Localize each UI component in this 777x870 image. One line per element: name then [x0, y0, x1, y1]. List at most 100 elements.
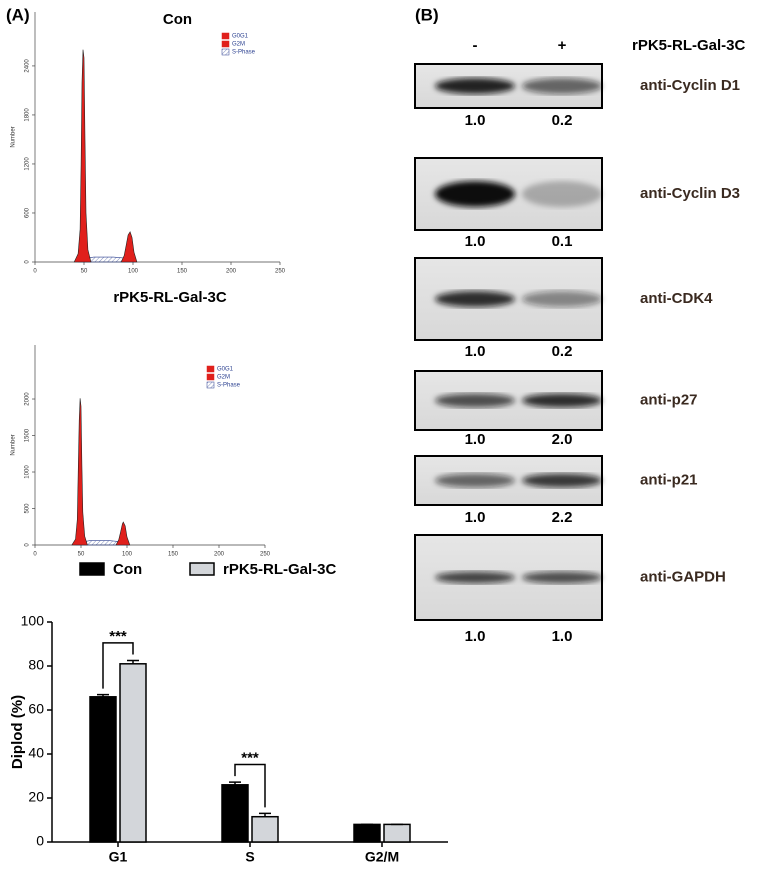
x-tick-label: 50 [78, 552, 85, 558]
x-tick-label: 150 [168, 552, 179, 558]
x-tick-label: 200 [214, 552, 225, 558]
legend-swatch [206, 381, 215, 389]
y-tick-label: 2400 [25, 59, 31, 73]
blot-band [522, 181, 602, 207]
blot-band [435, 393, 515, 408]
panel-label: (A) [6, 5, 30, 24]
blot-band [435, 78, 515, 94]
quantification: 1.0 [465, 233, 486, 250]
legend-swatch [221, 32, 230, 40]
legend-swatch [221, 48, 230, 56]
quantification: 1.0 [465, 431, 486, 448]
significance-label: *** [241, 750, 259, 767]
antibody-label: anti-CDK4 [640, 290, 713, 307]
lane-label: + [558, 37, 567, 54]
x-tick-label: G2/M [365, 849, 399, 865]
histogram-area [73, 49, 92, 263]
error-bar [127, 659, 139, 664]
antibody-label: anti-p27 [640, 391, 698, 408]
legend-label: S-Phase [217, 383, 241, 389]
blot-band [435, 181, 515, 207]
legend-label: G0G1 [217, 367, 234, 373]
error-bar [229, 781, 241, 785]
quantification: 1.0 [465, 509, 486, 526]
x-tick-label: G1 [109, 849, 128, 865]
y-tick-label: 500 [25, 503, 31, 514]
blot-band [435, 473, 515, 488]
x-tick-label: 0 [33, 269, 37, 275]
blot-band [522, 393, 602, 408]
x-tick-label: 100 [128, 269, 139, 275]
bar [353, 823, 381, 843]
histogram-area [120, 231, 138, 263]
y-tick-label: 0 [25, 260, 31, 264]
y-tick-label: 80 [28, 657, 44, 673]
y-axis-label: Number [11, 434, 17, 455]
bar [119, 663, 147, 843]
y-tick-label: 0 [25, 543, 31, 547]
y-tick-label: 1000 [25, 465, 31, 479]
blot-band [522, 291, 602, 307]
antibody-label: anti-Cyclin D3 [640, 185, 740, 202]
legend-swatch [221, 40, 230, 48]
significance-label: *** [109, 628, 127, 645]
x-tick-label: 50 [81, 269, 88, 275]
significance-bracket [102, 642, 134, 689]
y-tick-label: 40 [28, 745, 44, 761]
chart-title: rPK5-RL-Gal-3C [113, 289, 227, 306]
lane-label: - [473, 37, 478, 54]
y-tick-label: 60 [28, 701, 44, 717]
treatment-label: rPK5-RL-Gal-3C [632, 37, 746, 54]
legend-label: Con [113, 561, 142, 578]
x-tick-label: S [245, 849, 254, 865]
quantification: 1.0 [465, 112, 486, 129]
y-axis-label: Diplod (%) [9, 695, 26, 769]
quantification: 1.0 [465, 343, 486, 360]
antibody-label: anti-p21 [640, 471, 698, 488]
x-tick-label: 250 [260, 552, 271, 558]
blot-band [435, 291, 515, 307]
legend-label: G0G1 [232, 34, 249, 40]
legend-label: G2M [217, 375, 230, 381]
blot-band [522, 571, 602, 584]
bar [89, 696, 117, 843]
x-tick-label: 100 [122, 552, 133, 558]
error-bar [259, 812, 271, 817]
panel-label: (B) [415, 5, 439, 24]
legend-swatch [206, 373, 215, 381]
significance-bracket [234, 763, 266, 808]
x-tick-label: 0 [33, 552, 37, 558]
quantification: 1.0 [465, 628, 486, 645]
quantification: 0.2 [552, 112, 573, 129]
y-tick-label: 1800 [25, 108, 31, 122]
bar [251, 815, 279, 843]
y-tick-label: 100 [21, 613, 45, 629]
legend-label: rPK5-RL-Gal-3C [223, 561, 337, 578]
legend-swatch [206, 365, 215, 373]
y-tick-label: 1500 [25, 428, 31, 442]
blot-band [522, 473, 602, 488]
blot-band [435, 571, 515, 584]
histogram-area [115, 521, 131, 546]
x-tick-label: 200 [226, 269, 237, 275]
y-tick-label: 600 [25, 207, 31, 218]
legend-swatch [79, 562, 105, 576]
quantification: 0.1 [552, 233, 573, 250]
y-tick-label: 1200 [25, 157, 31, 171]
x-tick-label: 150 [177, 269, 188, 275]
bar [221, 784, 249, 843]
y-axis-label: Number [11, 126, 17, 147]
antibody-label: anti-Cyclin D1 [640, 77, 740, 94]
quantification: 0.2 [552, 343, 573, 360]
chart-title: Con [163, 11, 192, 28]
blot-band [522, 78, 602, 94]
x-tick-label: 250 [275, 269, 286, 275]
error-bar [97, 693, 109, 697]
y-tick-label: 2000 [25, 392, 31, 406]
legend-label: G2M [232, 42, 245, 48]
histogram-area [71, 398, 88, 546]
antibody-label: anti-GAPDH [640, 568, 726, 585]
quantification: 2.2 [552, 509, 573, 526]
y-tick-label: 0 [36, 833, 44, 849]
